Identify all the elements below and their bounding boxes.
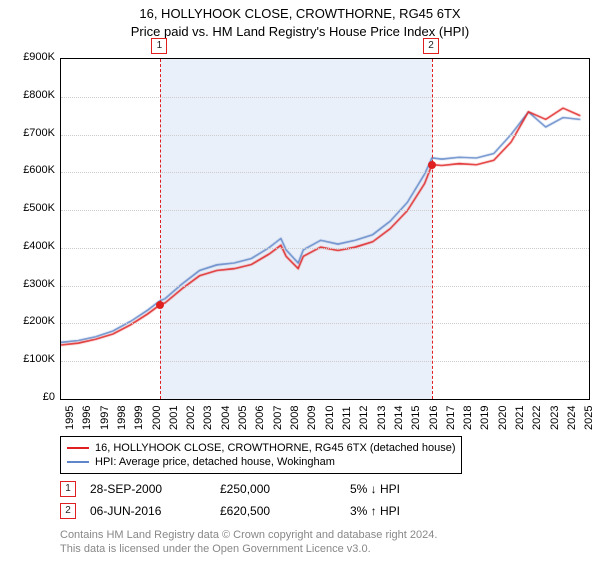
x-axis-tick: 2010 (324, 406, 336, 430)
y-axis-tick: £400K (5, 240, 55, 252)
legend-text: HPI: Average price, detached house, Woki… (95, 456, 335, 468)
gridline-h (61, 361, 589, 362)
legend-row: 16, HOLLYHOOK CLOSE, CROWTHORNE, RG45 6T… (67, 441, 455, 455)
chart-canvas (61, 59, 589, 399)
chart-title-address: 16, HOLLYHOOK CLOSE, CROWTHORNE, RG45 6T… (0, 6, 600, 23)
sale-date-2: 06-JUN-2016 (90, 504, 220, 518)
gridline-h (61, 97, 589, 98)
x-axis-tick: 2006 (254, 406, 266, 430)
x-axis-tick: 2005 (237, 406, 249, 430)
gridline-h (61, 210, 589, 211)
x-axis-tick: 2020 (497, 406, 509, 430)
x-axis-tick: 1995 (64, 406, 76, 430)
sale-price-1: £250,000 (220, 482, 350, 496)
footer-attribution: Contains HM Land Registry data © Crown c… (60, 528, 437, 557)
x-axis-tick: 2002 (185, 406, 197, 430)
x-axis-tick: 2019 (479, 406, 491, 430)
x-axis-tick: 1997 (99, 406, 111, 430)
sale-diff-2: 3% ↑ HPI (350, 504, 480, 518)
x-axis-tick: 2008 (289, 406, 301, 430)
sale-price-2: £620,500 (220, 504, 350, 518)
gridline-h (61, 172, 589, 173)
legend-swatch (67, 447, 89, 449)
gridline-h (61, 323, 589, 324)
x-axis-tick: 2024 (566, 406, 578, 430)
legend-swatch (67, 461, 89, 463)
x-axis-tick: 2003 (202, 406, 214, 430)
x-axis-tick: 2015 (410, 406, 422, 430)
legend-text: 16, HOLLYHOOK CLOSE, CROWTHORNE, RG45 6T… (95, 442, 455, 454)
sale-row-1: 1 28-SEP-2000 £250,000 5% ↓ HPI (60, 481, 480, 497)
x-axis-tick: 2009 (306, 406, 318, 430)
y-axis-tick: £600K (5, 164, 55, 176)
x-axis-tick: 1999 (133, 406, 145, 430)
x-axis-tick: 2021 (514, 406, 526, 430)
marker-line (160, 59, 161, 399)
marker-line (432, 59, 433, 399)
x-axis-tick: 2017 (445, 406, 457, 430)
legend-row: HPI: Average price, detached house, Woki… (67, 455, 455, 469)
x-axis-tick: 1996 (81, 406, 93, 430)
sale-marker-label-2: 2 (60, 503, 76, 519)
x-axis-tick: 2000 (151, 406, 163, 430)
y-axis-tick: £0 (5, 391, 55, 403)
marker-dot (428, 161, 436, 169)
x-axis-tick: 2013 (376, 406, 388, 430)
y-axis-tick: £800K (5, 89, 55, 101)
y-axis-tick: £700K (5, 127, 55, 139)
gridline-h (61, 135, 589, 136)
x-axis-tick: 2011 (341, 406, 353, 430)
x-axis-tick: 2016 (428, 406, 440, 430)
y-axis-tick: £900K (5, 51, 55, 63)
sale-marker-label-1: 1 (60, 481, 76, 497)
y-axis-tick: £100K (5, 353, 55, 365)
chart-legend: 16, HOLLYHOOK CLOSE, CROWTHORNE, RG45 6T… (60, 436, 462, 474)
x-axis-tick: 2018 (462, 406, 474, 430)
gridline-h (61, 248, 589, 249)
x-axis-tick: 2023 (549, 406, 561, 430)
x-axis-tick: 2012 (358, 406, 370, 430)
sale-diff-1: 5% ↓ HPI (350, 482, 480, 496)
x-axis-tick: 2025 (583, 406, 595, 430)
footer-line-1: Contains HM Land Registry data © Crown c… (60, 528, 437, 542)
sale-row-2: 2 06-JUN-2016 £620,500 3% ↑ HPI (60, 503, 480, 519)
gridline-h (61, 286, 589, 287)
x-axis-tick: 1998 (116, 406, 128, 430)
marker-label: 1 (151, 38, 167, 54)
chart-plot-area (60, 58, 590, 400)
x-axis-tick: 2001 (168, 406, 180, 430)
y-axis-tick: £500K (5, 202, 55, 214)
sale-date-1: 28-SEP-2000 (90, 482, 220, 496)
y-axis-tick: £300K (5, 278, 55, 290)
x-axis-tick: 2014 (393, 406, 405, 430)
marker-dot (156, 301, 164, 309)
y-axis-tick: £200K (5, 315, 55, 327)
chart-title-sub: Price paid vs. HM Land Registry's House … (0, 24, 600, 39)
footer-line-2: This data is licensed under the Open Gov… (60, 542, 437, 556)
x-axis-tick: 2007 (272, 406, 284, 430)
x-axis-tick: 2022 (531, 406, 543, 430)
marker-label: 2 (423, 38, 439, 54)
x-axis-tick: 2004 (220, 406, 232, 430)
